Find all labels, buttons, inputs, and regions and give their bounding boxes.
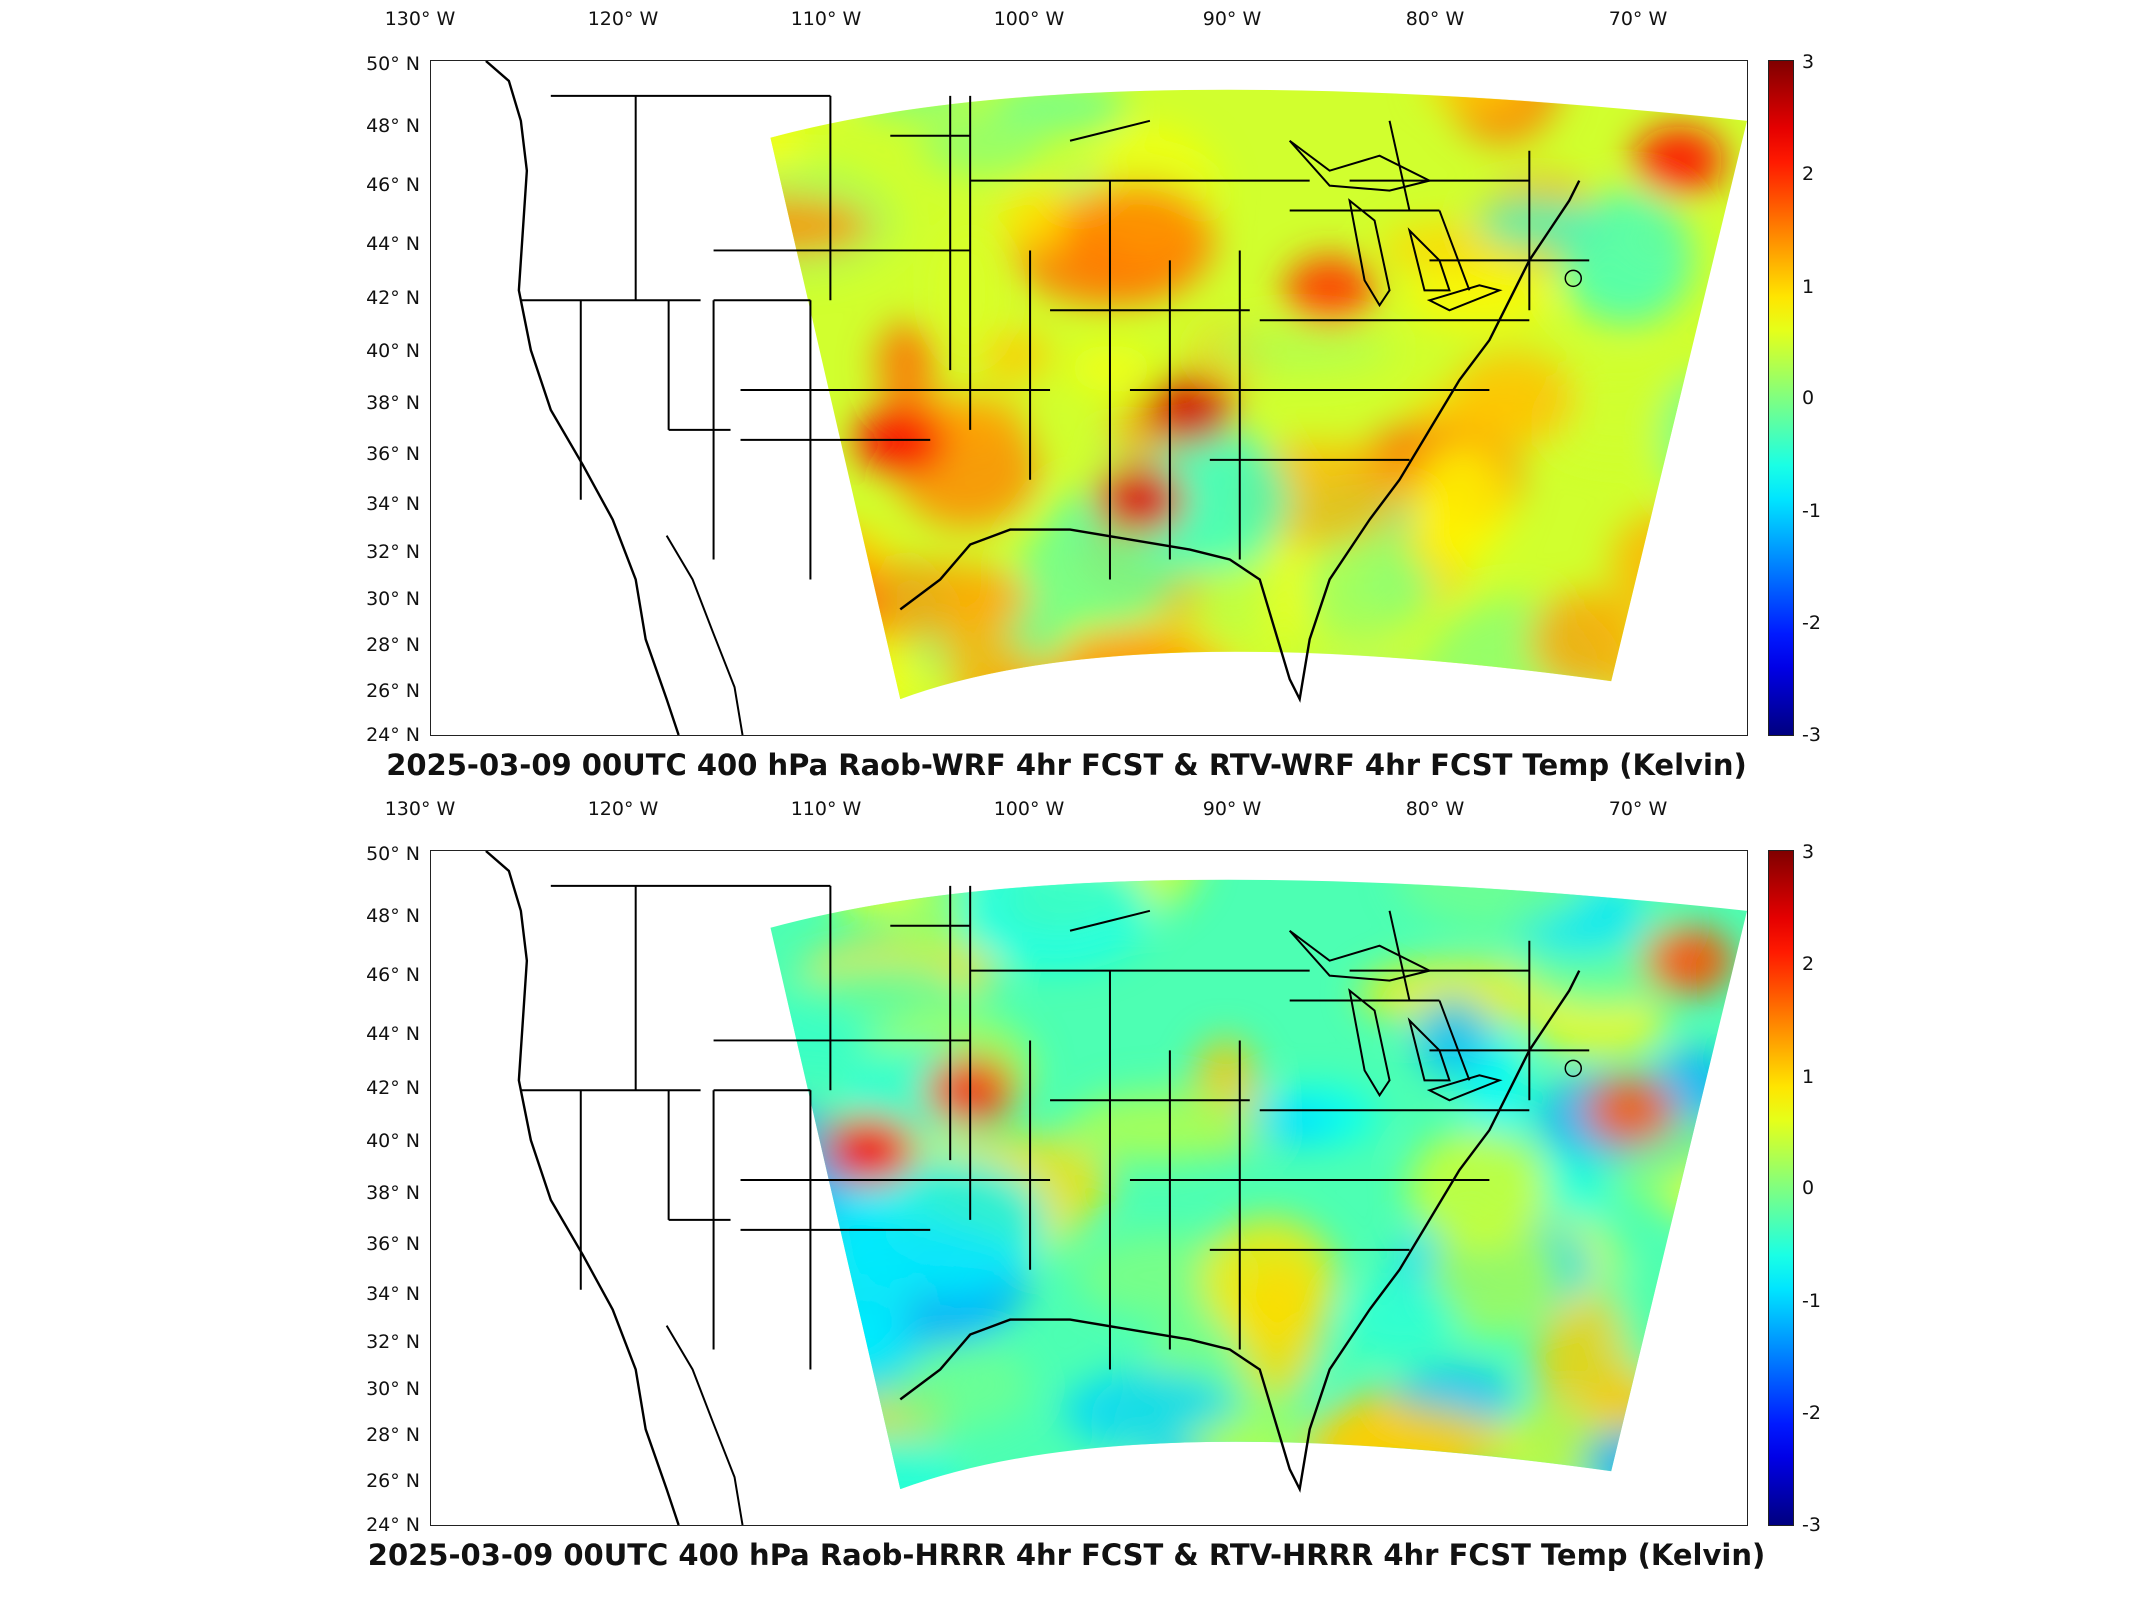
lat-tick: 46° N bbox=[366, 174, 420, 196]
lon-tick: 80° W bbox=[1405, 8, 1465, 30]
lon-tick: 80° W bbox=[1405, 798, 1465, 820]
lat-tick: 40° N bbox=[366, 340, 420, 362]
lat-tick: 26° N bbox=[366, 680, 420, 702]
lon-tick: 120° W bbox=[587, 798, 659, 820]
lon-tick: 70° W bbox=[1608, 798, 1668, 820]
lat-tick: 44° N bbox=[366, 1023, 420, 1045]
lat-tick: 48° N bbox=[366, 905, 420, 927]
lat-tick: 50° N bbox=[366, 53, 420, 75]
anomaly-field bbox=[770, 89, 1747, 700]
colorbar-label: 2 bbox=[1802, 163, 1815, 185]
lat-tick: 34° N bbox=[366, 1283, 420, 1305]
colorbar-label: -3 bbox=[1802, 1514, 1821, 1536]
lat-tick: 26° N bbox=[366, 1470, 420, 1492]
panel-title-hrrr: 2025-03-09 00UTC 400 hPa Raob-HRRR 4hr F… bbox=[367, 1538, 1766, 1572]
us-map-wrf bbox=[485, 61, 1747, 735]
us-map-hrrr bbox=[485, 851, 1747, 1525]
colorbar-label: 3 bbox=[1802, 841, 1815, 863]
lon-tick: 130° W bbox=[384, 8, 456, 30]
panel-title-wrf: 2025-03-09 00UTC 400 hPa Raob-WRF 4hr FC… bbox=[386, 748, 1747, 782]
lon-tick: 90° W bbox=[1202, 798, 1262, 820]
map-frame-wrf bbox=[430, 60, 1748, 736]
lat-tick: 30° N bbox=[366, 588, 420, 610]
lon-tick: 130° W bbox=[384, 798, 456, 820]
lon-tick: 100° W bbox=[993, 8, 1065, 30]
lat-tick: 48° N bbox=[366, 115, 420, 137]
lat-tick: 44° N bbox=[366, 233, 420, 255]
lat-tick: 42° N bbox=[366, 287, 420, 309]
colorbar-label: -3 bbox=[1802, 724, 1821, 746]
colorbar-label: 3 bbox=[1802, 51, 1815, 73]
colorbar-label: -1 bbox=[1802, 500, 1821, 522]
state-borders bbox=[485, 851, 1590, 1525]
lat-tick: 24° N bbox=[366, 724, 420, 746]
lat-tick: 40° N bbox=[366, 1130, 420, 1152]
colorbar-wrf bbox=[1768, 60, 1794, 736]
lat-tick: 32° N bbox=[366, 541, 420, 563]
lat-tick: 46° N bbox=[366, 964, 420, 986]
lon-tick: 110° W bbox=[790, 798, 862, 820]
colorbar-label: 0 bbox=[1802, 1177, 1815, 1199]
lon-tick: 90° W bbox=[1202, 8, 1262, 30]
map-frame-hrrr bbox=[430, 850, 1748, 1526]
lat-tick: 50° N bbox=[366, 843, 420, 865]
lat-tick: 24° N bbox=[366, 1514, 420, 1536]
colorbar-label: -2 bbox=[1802, 612, 1821, 634]
lat-tick: 42° N bbox=[366, 1077, 420, 1099]
lat-tick: 30° N bbox=[366, 1378, 420, 1400]
lon-tick: 100° W bbox=[993, 798, 1065, 820]
lat-tick: 32° N bbox=[366, 1331, 420, 1353]
state-borders bbox=[485, 61, 1590, 735]
colorbar-label: 0 bbox=[1802, 387, 1815, 409]
lat-tick: 38° N bbox=[366, 392, 420, 414]
lat-tick: 34° N bbox=[366, 493, 420, 515]
lat-tick: 36° N bbox=[366, 1233, 420, 1255]
lat-tick: 36° N bbox=[366, 443, 420, 465]
lon-tick: 120° W bbox=[587, 8, 659, 30]
lon-tick: 70° W bbox=[1608, 8, 1668, 30]
lat-tick: 28° N bbox=[366, 634, 420, 656]
colorbar-label: 1 bbox=[1802, 276, 1815, 298]
lon-tick: 110° W bbox=[790, 8, 862, 30]
lat-tick: 28° N bbox=[366, 1424, 420, 1446]
anomaly-field bbox=[770, 879, 1747, 1490]
colorbar-hrrr bbox=[1768, 850, 1794, 1526]
lat-tick: 38° N bbox=[366, 1182, 420, 1204]
colorbar-label: -1 bbox=[1802, 1290, 1821, 1312]
colorbar-label: -2 bbox=[1802, 1402, 1821, 1424]
colorbar-label: 1 bbox=[1802, 1066, 1815, 1088]
colorbar-label: 2 bbox=[1802, 953, 1815, 975]
